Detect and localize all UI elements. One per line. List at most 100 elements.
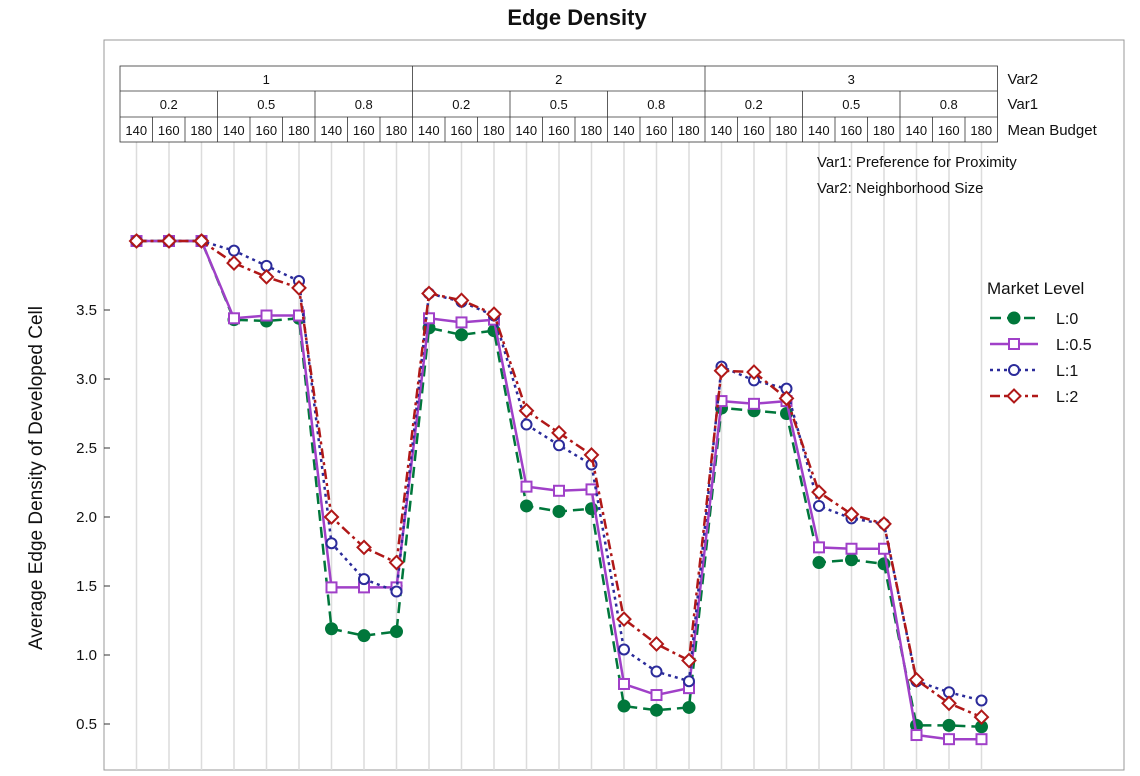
data-point: [323, 509, 340, 525]
y-axis-label: Average Edge Density of Developed Cell: [26, 306, 47, 650]
header-budget-value: 140: [418, 123, 440, 138]
y-tick-label: 2.5: [76, 440, 97, 457]
header-budget-value: 180: [385, 123, 407, 138]
data-point: [618, 643, 630, 656]
data-point: [421, 285, 437, 302]
series-L-2: [128, 233, 990, 726]
header-var1-value: 0.2: [745, 97, 763, 112]
data-point: [943, 733, 955, 746]
data-point: [812, 556, 826, 570]
y-tick-label: 3.5: [76, 302, 97, 319]
header-var2-value: 2: [555, 72, 562, 87]
data-point: [520, 418, 533, 431]
series-lines: [128, 233, 990, 746]
data-point: [683, 675, 695, 688]
y-tick-label: 1.5: [76, 578, 97, 595]
plot-frame: [103, 39, 1125, 771]
header-budget-value: 160: [450, 123, 472, 138]
data-point: [813, 541, 825, 554]
header-budget-value: 140: [905, 123, 927, 138]
legend: Market Level L:0 L:0.5 L:1 L:2: [987, 279, 1092, 406]
header-budget-value: 180: [775, 123, 797, 138]
legend-item: L:1: [990, 363, 1078, 380]
data-point: [388, 554, 405, 571]
header-budget-value: 180: [873, 123, 895, 138]
data-point: [748, 397, 760, 410]
legend-title: Market Level: [987, 279, 1084, 298]
note-var1: Var1: Preference for Proximity: [817, 154, 1017, 171]
y-tick-label: 0.5: [76, 716, 97, 733]
data-point: [845, 542, 858, 555]
header-var1-value: 0.2: [452, 97, 470, 112]
data-point: [486, 306, 502, 323]
header-budget-value: 140: [710, 123, 732, 138]
note-var2: Var2: Neighborhood Size: [817, 180, 984, 197]
legend-label: L:0: [1056, 311, 1078, 328]
header-budget-value: 160: [158, 123, 180, 138]
data-point: [357, 629, 371, 643]
header-budget-value: 180: [678, 123, 700, 138]
data-point: [291, 280, 307, 296]
data-point: [876, 515, 892, 532]
data-point: [1007, 311, 1021, 325]
data-point: [713, 362, 730, 379]
data-point: [228, 244, 240, 257]
data-point: [746, 364, 762, 381]
header-budget-value: 180: [190, 123, 212, 138]
header-budget-value: 140: [223, 123, 245, 138]
data-point: [617, 699, 631, 713]
header-var1-value: 0.8: [940, 97, 958, 112]
header-var1-value: 0.5: [550, 97, 568, 112]
header-var1-value: 0.8: [647, 97, 665, 112]
header-budget-value: 180: [483, 123, 505, 138]
data-point: [618, 677, 630, 690]
data-point: [650, 689, 663, 702]
data-point: [226, 255, 242, 271]
y-tick-label: 1.0: [76, 647, 97, 664]
data-point: [453, 292, 470, 309]
data-point: [520, 499, 533, 513]
header-var1-value: 0.8: [355, 97, 373, 112]
data-point: [650, 665, 663, 678]
data-point: [973, 709, 990, 726]
data-point: [975, 694, 988, 707]
header-budget-value: 160: [743, 123, 765, 138]
legend-item: L:2: [990, 388, 1078, 406]
header-var1-value: 0.2: [160, 97, 178, 112]
data-point: [616, 611, 632, 628]
header-var2-value: 1: [263, 72, 270, 87]
data-point: [682, 700, 696, 714]
header-budget-value: 160: [255, 123, 277, 138]
data-point: [455, 328, 468, 342]
header-budget-value: 140: [808, 123, 830, 138]
header-budget-value: 180: [580, 123, 602, 138]
header-border: [119, 65, 998, 143]
data-point: [583, 446, 600, 463]
y-tick-label: 3.0: [76, 371, 97, 388]
header-budget-value: 160: [548, 123, 570, 138]
header-var1-value: 0.5: [842, 97, 860, 112]
header-budget-value: 160: [645, 123, 667, 138]
header-budget-value: 180: [970, 123, 992, 138]
data-point: [258, 268, 275, 285]
data-point: [811, 484, 827, 501]
data-point: [455, 316, 468, 329]
data-point: [325, 622, 338, 636]
data-point: [813, 499, 825, 512]
data-point: [325, 581, 338, 594]
data-point: [715, 395, 728, 408]
header-budget-value: 180: [288, 123, 310, 138]
data-point: [552, 504, 566, 518]
header-budget-value: 140: [515, 123, 537, 138]
data-point: [942, 718, 956, 732]
category-header-table: 1 0.2 140 160 180 0.5 140 160 180 0.8 140 160 180 2 0.…: [119, 65, 1098, 143]
data-point: [1008, 338, 1020, 350]
legend-item: L:0: [990, 311, 1078, 328]
data-point: [358, 573, 370, 586]
legend-label: L:0.5: [1056, 337, 1092, 354]
data-point: [390, 585, 403, 598]
data-point: [681, 652, 697, 669]
data-point: [910, 729, 923, 742]
y-axis: 0.5 1.0 1.5 2.0 2.5 3.0 3.5: [76, 302, 110, 733]
